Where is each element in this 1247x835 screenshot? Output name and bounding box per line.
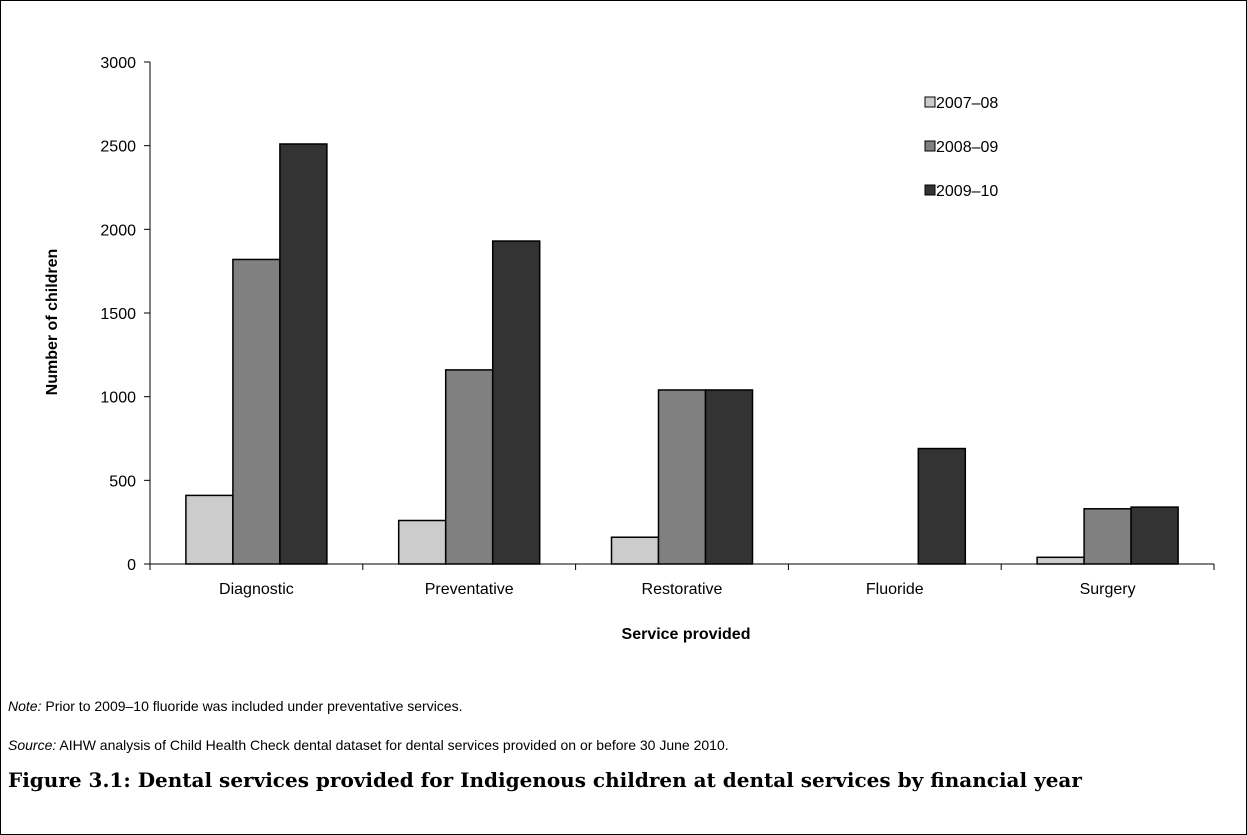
y-axis-title: Number of children xyxy=(44,249,61,396)
y-tick-label: 2000 xyxy=(100,222,136,239)
bar-chart: 0 500 1000 1500 2000 2500 3000 Diagnostic Preve… xyxy=(44,55,1215,643)
bar xyxy=(185,494,234,565)
y-axis: 0 500 1000 1500 2000 2500 3000 xyxy=(100,55,151,574)
bar xyxy=(1036,556,1085,565)
x-axis: Diagnostic Preventative Restorative Fluorid… xyxy=(149,563,1215,598)
x-tick-label: Surgery xyxy=(1080,581,1136,598)
legend-label: 2009–10 xyxy=(936,183,998,200)
y-tick-label: 0 xyxy=(127,557,136,574)
bar xyxy=(232,258,281,565)
bar xyxy=(397,519,447,565)
bar xyxy=(704,389,754,565)
y-tick-label: 500 xyxy=(109,473,136,490)
bar xyxy=(1083,508,1132,565)
bar xyxy=(610,536,660,565)
y-tick-label: 3000 xyxy=(100,55,136,72)
x-tick-label: Preventative xyxy=(425,581,514,598)
bars xyxy=(185,143,1179,565)
figure-caption: Figure 3.1: Dental services provided for… xyxy=(8,768,1082,792)
legend: 2007–08 2008–09 2009–10 xyxy=(924,95,998,200)
x-tick-label: Restorative xyxy=(642,581,723,598)
legend-swatch xyxy=(924,140,936,152)
legend-label: 2007–08 xyxy=(936,95,998,112)
y-tick-label: 1500 xyxy=(100,306,136,323)
bar xyxy=(491,240,541,565)
source-line: Source: AIHW analysis of Child Health Ch… xyxy=(8,737,729,753)
y-tick-label: 1000 xyxy=(100,390,136,407)
note-label: Note: xyxy=(8,698,42,714)
legend-label: 2008–09 xyxy=(936,139,998,156)
x-axis-title: Service provided xyxy=(622,626,751,643)
legend-swatch xyxy=(924,96,936,108)
legend-swatch xyxy=(924,184,936,196)
note-line: Note: Prior to 2009–10 fluoride was incl… xyxy=(8,698,463,714)
x-tick-label: Diagnostic xyxy=(219,581,294,598)
bar xyxy=(657,389,707,565)
x-tick-label: Fluoride xyxy=(866,581,924,598)
note-text: Prior to 2009–10 fluoride was included u… xyxy=(41,698,463,714)
bar xyxy=(917,447,967,565)
source-text: AIHW analysis of Child Health Check dent… xyxy=(56,737,729,753)
bar xyxy=(444,369,494,565)
y-tick-label: 2500 xyxy=(100,139,136,156)
source-label: Source: xyxy=(8,737,57,753)
bar xyxy=(1130,506,1179,565)
bar xyxy=(279,143,328,565)
